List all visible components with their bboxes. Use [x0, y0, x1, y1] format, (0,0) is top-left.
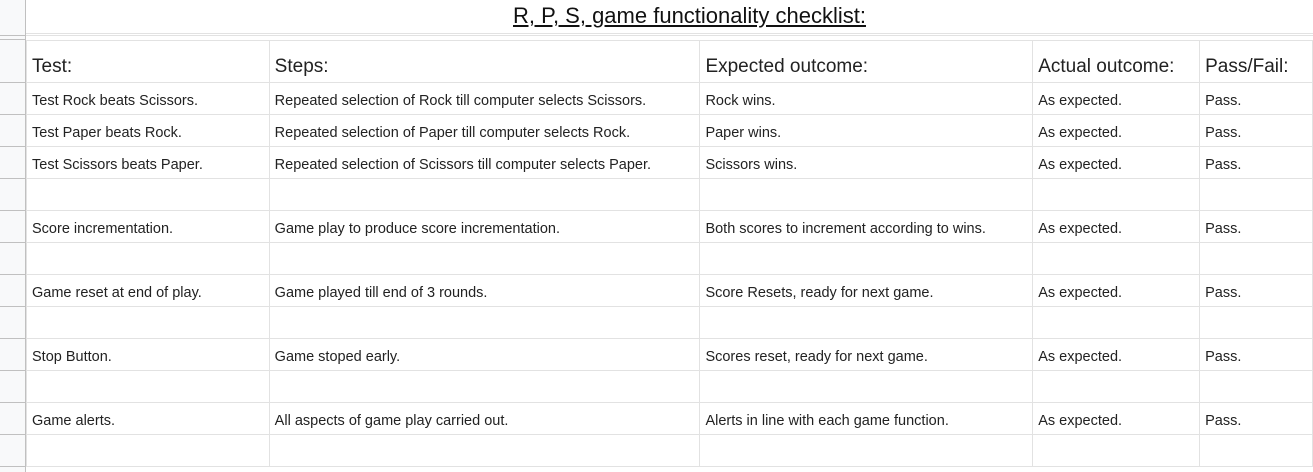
header-cell-expected[interactable]: Expected outcome: [699, 40, 1034, 83]
table-row: Test Scissors beats Paper. Repeated sele… [26, 146, 1313, 179]
cell-test[interactable]: Test Rock beats Scissors. [26, 82, 270, 115]
row-header[interactable] [0, 243, 25, 275]
header-cell-test[interactable]: Test: [26, 40, 270, 83]
empty-cell[interactable] [268, 306, 701, 339]
sheet-title: R, P, S, game functionality checklist: [513, 3, 866, 28]
empty-cell[interactable] [1199, 242, 1313, 275]
cell-steps[interactable]: Game played till end of 3 rounds. [268, 274, 701, 307]
cell-pass-fail[interactable]: Pass. [1199, 82, 1313, 115]
cell-actual[interactable]: As expected. [1032, 82, 1201, 115]
row-header[interactable] [0, 403, 25, 435]
empty-cell[interactable] [1032, 306, 1201, 339]
cell-test[interactable]: Test Scissors beats Paper. [26, 146, 270, 179]
empty-cell[interactable] [26, 434, 270, 467]
header-row: Test: Steps: Expected outcome: Actual ou… [26, 40, 1313, 83]
empty-cell[interactable] [26, 178, 270, 211]
row-header-gutter [0, 0, 26, 472]
cell-pass-fail[interactable]: Pass. [1199, 274, 1313, 307]
row-header[interactable] [0, 83, 25, 115]
title-row[interactable]: R, P, S, game functionality checklist: [26, 0, 1313, 36]
empty-cell[interactable] [699, 242, 1034, 275]
empty-cell[interactable] [268, 434, 701, 467]
cell-actual[interactable]: As expected. [1032, 210, 1201, 243]
header-cell-actual[interactable]: Actual outcome: [1032, 40, 1201, 83]
cell-expected[interactable]: Score Resets, ready for next game. [699, 274, 1034, 307]
empty-row [26, 242, 1313, 275]
cell-steps[interactable]: Game stoped early. [268, 338, 701, 371]
cell-expected[interactable]: Scissors wins. [699, 146, 1034, 179]
row-header[interactable] [0, 275, 25, 307]
empty-cell[interactable] [699, 370, 1034, 403]
empty-cell[interactable] [1199, 370, 1313, 403]
cell-test[interactable]: Game alerts. [26, 402, 270, 435]
empty-cell[interactable] [699, 306, 1034, 339]
header-cell-steps[interactable]: Steps: [268, 40, 701, 83]
cell-pass-fail[interactable]: Pass. [1199, 146, 1313, 179]
row-header[interactable] [0, 307, 25, 339]
empty-cell[interactable] [268, 242, 701, 275]
empty-row [26, 178, 1313, 211]
empty-cell[interactable] [1199, 306, 1313, 339]
cell-steps[interactable]: Repeated selection of Scissors till comp… [268, 146, 701, 179]
cell-test[interactable]: Score incrementation. [26, 210, 270, 243]
checklist-table: Test: Steps: Expected outcome: Actual ou… [26, 40, 1313, 467]
empty-row [26, 306, 1313, 339]
table-row: Test Rock beats Scissors. Repeated selec… [26, 82, 1313, 115]
cell-expected[interactable]: Alerts in line with each game function. [699, 402, 1034, 435]
empty-cell[interactable] [699, 434, 1034, 467]
cell-pass-fail[interactable]: Pass. [1199, 338, 1313, 371]
table-row: Game reset at end of play. Game played t… [26, 274, 1313, 307]
row-header[interactable] [0, 371, 25, 403]
empty-cell[interactable] [26, 242, 270, 275]
cell-pass-fail[interactable]: Pass. [1199, 402, 1313, 435]
table-row: Score incrementation. Game play to produ… [26, 210, 1313, 243]
table-row: Stop Button. Game stoped early. Scores r… [26, 338, 1313, 371]
cell-actual[interactable]: As expected. [1032, 114, 1201, 147]
cell-expected[interactable]: Scores reset, ready for next game. [699, 338, 1034, 371]
empty-cell[interactable] [1032, 178, 1201, 211]
empty-cell[interactable] [699, 178, 1034, 211]
cell-steps[interactable]: Repeated selection of Rock till computer… [268, 82, 701, 115]
cell-actual[interactable]: As expected. [1032, 402, 1201, 435]
empty-cell[interactable] [1199, 178, 1313, 211]
row-header[interactable] [0, 40, 25, 83]
empty-cell[interactable] [26, 306, 270, 339]
cell-actual[interactable]: As expected. [1032, 274, 1201, 307]
empty-cell[interactable] [26, 370, 270, 403]
cell-steps[interactable]: Game play to produce score incrementatio… [268, 210, 701, 243]
empty-cell[interactable] [1199, 434, 1313, 467]
table-row: Game alerts. All aspects of game play ca… [26, 402, 1313, 435]
cell-pass-fail[interactable]: Pass. [1199, 114, 1313, 147]
row-header[interactable] [0, 0, 25, 36]
row-header[interactable] [0, 435, 25, 467]
cell-expected[interactable]: Paper wins. [699, 114, 1034, 147]
cell-steps[interactable]: All aspects of game play carried out. [268, 402, 701, 435]
empty-cell[interactable] [268, 370, 701, 403]
empty-cell[interactable] [1032, 434, 1201, 467]
empty-cell[interactable] [268, 178, 701, 211]
row-header[interactable] [0, 36, 25, 40]
row-header[interactable] [0, 147, 25, 179]
cell-expected[interactable]: Both scores to increment according to wi… [699, 210, 1034, 243]
row-header[interactable] [0, 179, 25, 211]
cell-test[interactable]: Game reset at end of play. [26, 274, 270, 307]
empty-row [26, 370, 1313, 403]
row-header[interactable] [0, 115, 25, 147]
cell-expected[interactable]: Rock wins. [699, 82, 1034, 115]
cell-steps[interactable]: Repeated selection of Paper till compute… [268, 114, 701, 147]
cell-test[interactable]: Test Paper beats Rock. [26, 114, 270, 147]
header-cell-pass-fail[interactable]: Pass/Fail: [1199, 40, 1313, 83]
cell-actual[interactable]: As expected. [1032, 146, 1201, 179]
table-row: Test Paper beats Rock. Repeated selectio… [26, 114, 1313, 147]
cell-actual[interactable]: As expected. [1032, 338, 1201, 371]
cell-test[interactable]: Stop Button. [26, 338, 270, 371]
row-header[interactable] [0, 339, 25, 371]
empty-cell[interactable] [1032, 370, 1201, 403]
cell-pass-fail[interactable]: Pass. [1199, 210, 1313, 243]
empty-cell[interactable] [1032, 242, 1201, 275]
empty-row [26, 434, 1313, 467]
row-header[interactable] [0, 211, 25, 243]
